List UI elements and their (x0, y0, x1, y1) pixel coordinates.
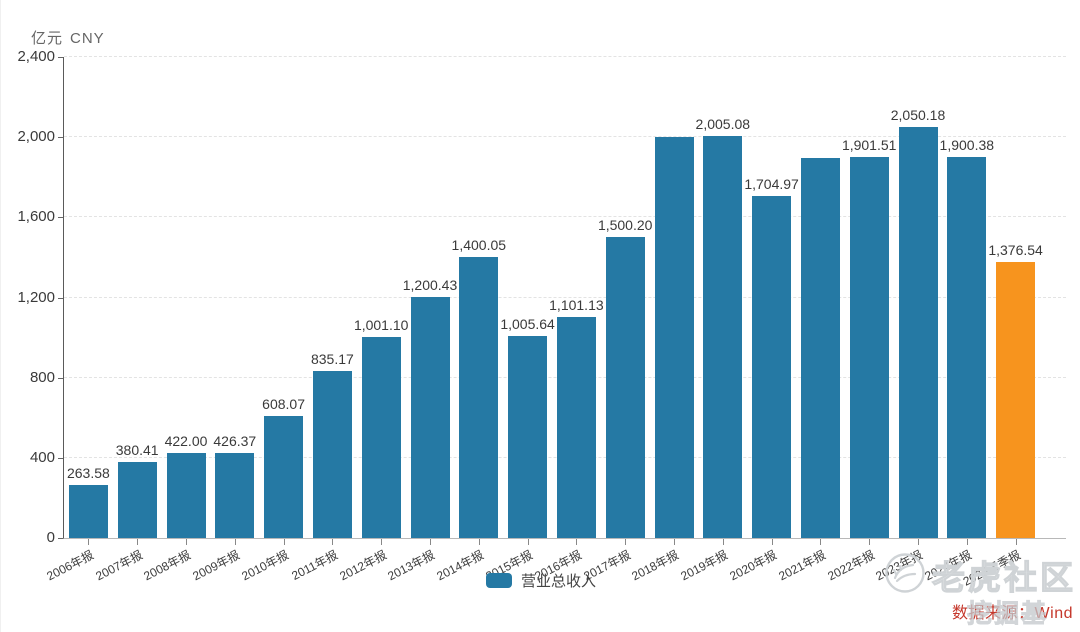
x-axis-tick (918, 539, 919, 545)
bar-2021年报[interactable] (800, 157, 840, 538)
x-axis-tick (576, 539, 578, 545)
bar-value-label: 1,200.43 (402, 277, 458, 294)
bar-2023年报[interactable] (898, 127, 938, 538)
bar-2022年报[interactable] (849, 156, 889, 538)
gridline (64, 216, 1066, 218)
bar-2019年报[interactable] (703, 136, 743, 538)
bar-2007年报[interactable] (117, 461, 157, 538)
x-axis-tick (186, 539, 187, 545)
bar-2009年报[interactable] (215, 452, 255, 538)
bar-2011年报[interactable] (312, 370, 352, 538)
bar-2017年报[interactable] (605, 237, 645, 538)
y-axis-tick (58, 377, 63, 379)
x-axis-tick (430, 539, 431, 545)
legend: 营业总收入 (1, 570, 1080, 591)
bar-2006年报[interactable] (68, 485, 108, 538)
bar-value-label: 608.07 (262, 396, 305, 413)
bar-value-label: 1,001.10 (353, 317, 409, 334)
x-axis-tick (1015, 539, 1017, 545)
bar-2024年报[interactable] (947, 157, 987, 538)
y-axis-label: 1,600 (17, 208, 55, 226)
y-axis-tick (58, 217, 63, 219)
bar-value-label: 426.37 (213, 432, 257, 449)
bar-2012年报[interactable] (361, 337, 401, 538)
x-axis-tick (137, 539, 139, 545)
gridline (64, 136, 1066, 138)
x-axis-tick (625, 539, 627, 545)
legend-swatch[interactable] (485, 573, 512, 588)
y-axis-tick (58, 538, 63, 539)
y-axis-label: 800 (29, 368, 55, 386)
bar-value-label: 1,400.05 (451, 237, 507, 254)
x-axis-tick (88, 539, 90, 545)
x-axis-tick (722, 539, 724, 545)
x-axis-tick (820, 539, 822, 545)
plot-area: 263.58 2006年报 380.41 2007年报 422.00 2008年报 426.… (44, 56, 1066, 589)
bar-2020年报[interactable] (752, 196, 792, 538)
data-source-note: 数据来源：Wind (952, 605, 1073, 622)
bar-2013年报[interactable] (410, 297, 450, 538)
x-axis-tick (527, 539, 529, 545)
bar-value-label: 1,704.97 (744, 176, 799, 193)
y-axis-label: 2,400 (17, 48, 55, 65)
x-axis-tick (283, 539, 285, 545)
bar-2015年报[interactable] (508, 336, 548, 538)
bar-2016年报[interactable] (556, 317, 596, 538)
bar-value-label: 1,901.51 (841, 136, 897, 153)
bar-value-label: 1,500.20 (597, 217, 653, 234)
bar-2014年报[interactable] (459, 257, 499, 538)
bar-value-label: 835.17 (310, 350, 354, 367)
bar-value-label: 263.58 (66, 465, 110, 482)
y-axis-label: 400 (29, 448, 55, 466)
x-axis-tick (674, 539, 675, 545)
x-axis-tick (234, 539, 236, 545)
x-axis-tick (478, 539, 480, 545)
bar-value-label: 2,005.08 (695, 116, 751, 133)
bar-2010年报[interactable] (264, 416, 304, 538)
y-axis-label: 1,200 (17, 288, 55, 306)
y-axis-tick (58, 57, 63, 58)
unit-currency: CNY (70, 30, 105, 47)
unit-cn: 亿元 (31, 30, 64, 47)
y-axis-label: 2,000 (17, 128, 55, 146)
bar-2018年报[interactable] (654, 137, 694, 538)
bar-value-label: 1,101.13 (549, 297, 604, 314)
y-axis-tick (58, 297, 63, 299)
bar-value-label: 422.00 (164, 433, 208, 450)
bar-2025三季报[interactable] (996, 262, 1036, 538)
gridline (64, 56, 1066, 57)
y-axis-label: 0 (46, 529, 55, 546)
x-axis-tick (869, 539, 871, 545)
x-axis-tick (966, 539, 968, 545)
x-axis-tick (381, 539, 383, 545)
bar-value-label: 1,900.38 (939, 137, 995, 154)
bar-2008年报[interactable] (166, 453, 206, 538)
bar-value-label: 1,376.54 (988, 242, 1043, 259)
bar-value-label: 2,050.18 (890, 107, 946, 124)
legend-label[interactable]: 营业总收入 (520, 573, 596, 590)
y-axis-unit-label: 亿元 CNY (31, 27, 105, 48)
bar-value-label: 1,005.64 (500, 316, 555, 333)
y-axis-tick (58, 137, 63, 139)
x-axis-tick (332, 539, 334, 545)
gridline (64, 296, 1066, 298)
x-axis-tick (771, 539, 773, 545)
bar-value-label: 380.41 (115, 441, 159, 458)
y-axis-tick (58, 457, 63, 459)
